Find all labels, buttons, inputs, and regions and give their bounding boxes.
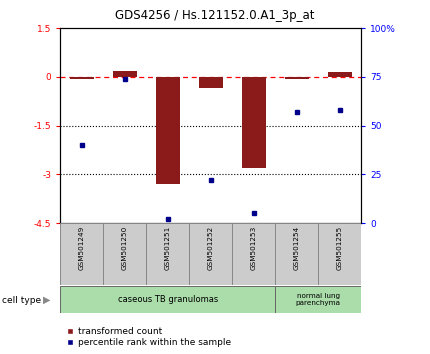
Bar bbox=[60, 286, 275, 313]
Text: GSM501254: GSM501254 bbox=[294, 226, 300, 270]
Bar bbox=[146, 223, 189, 285]
Bar bbox=[60, 223, 103, 285]
Bar bbox=[103, 223, 146, 285]
Text: normal lung
parenchyma: normal lung parenchyma bbox=[296, 293, 341, 306]
Text: cell type: cell type bbox=[2, 296, 41, 305]
Bar bbox=[285, 77, 308, 79]
Text: ▶: ▶ bbox=[43, 295, 50, 305]
Bar bbox=[199, 77, 223, 88]
Bar bbox=[156, 77, 179, 184]
Text: GSM501252: GSM501252 bbox=[208, 226, 214, 270]
Bar bbox=[232, 223, 275, 285]
Legend: transformed count, percentile rank within the sample: transformed count, percentile rank withi… bbox=[66, 327, 231, 347]
Bar bbox=[242, 77, 266, 168]
Bar bbox=[275, 286, 361, 313]
Text: GSM501249: GSM501249 bbox=[79, 226, 85, 270]
Text: GSM501250: GSM501250 bbox=[122, 226, 128, 270]
Text: GDS4256 / Hs.121152.0.A1_3p_at: GDS4256 / Hs.121152.0.A1_3p_at bbox=[115, 9, 315, 22]
Text: GSM501253: GSM501253 bbox=[251, 226, 257, 270]
Bar bbox=[70, 77, 94, 79]
Bar bbox=[328, 72, 351, 77]
Bar bbox=[189, 223, 232, 285]
Bar bbox=[275, 223, 318, 285]
Text: GSM501255: GSM501255 bbox=[337, 226, 343, 270]
Text: caseous TB granulomas: caseous TB granulomas bbox=[117, 295, 218, 304]
Bar bbox=[318, 223, 361, 285]
Text: GSM501251: GSM501251 bbox=[165, 226, 171, 270]
Bar bbox=[113, 70, 137, 77]
